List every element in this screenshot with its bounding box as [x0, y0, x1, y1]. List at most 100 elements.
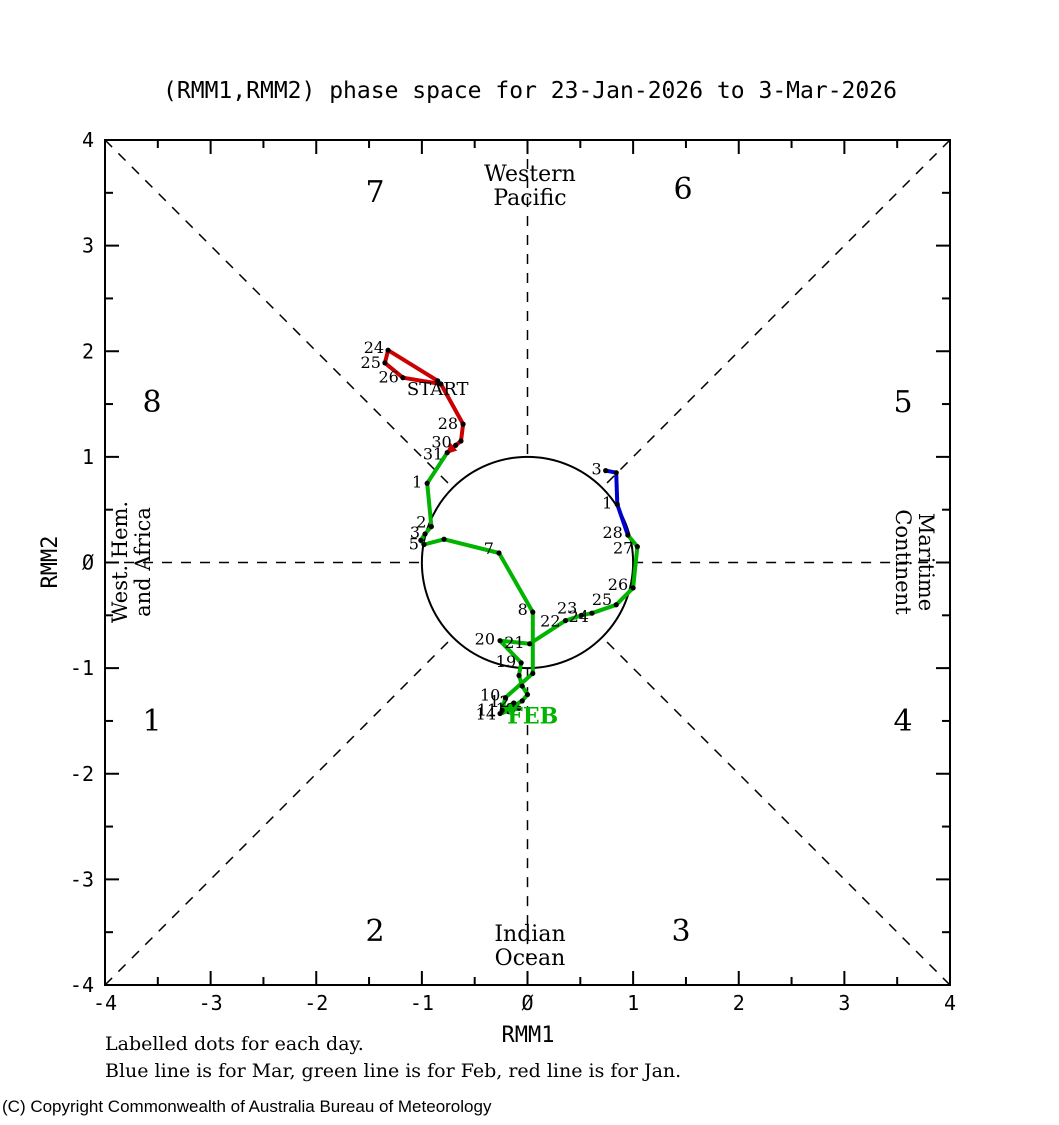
phase-number-2: 2	[365, 914, 384, 949]
phase-number-1: 1	[142, 704, 161, 739]
day-dot	[613, 470, 619, 476]
phase-divider-line	[601, 636, 951, 986]
day-dot	[530, 670, 536, 677]
day-dot	[530, 609, 536, 615]
chart-title: (RMM1,RMM2) phase space for 23-Jan-2026 …	[163, 78, 897, 104]
y-tick-label: 2	[82, 339, 94, 363]
unit-circle	[420, 455, 635, 670]
day-dot	[519, 698, 525, 704]
day-dot	[625, 532, 631, 538]
y-tick-label: 4	[82, 128, 94, 152]
day-dot	[516, 672, 522, 679]
y-tick-label: -1	[70, 656, 94, 680]
day-dot	[444, 450, 450, 456]
day-label: 21	[504, 633, 524, 652]
day-dot	[630, 585, 636, 591]
region-label-western: Western	[484, 162, 576, 187]
x-tick-label: Ø	[521, 991, 533, 1015]
x-tick-label: -2	[304, 991, 328, 1015]
day-dot	[511, 700, 517, 706]
day-dot	[614, 501, 620, 508]
day-label: 20	[475, 630, 495, 649]
day-label: 14	[476, 705, 496, 724]
x-tick-label: 2	[733, 991, 745, 1015]
day-dot	[385, 347, 391, 353]
day-dot	[428, 523, 434, 530]
start-label: START	[407, 379, 469, 400]
x-tick-label: -3	[199, 991, 223, 1015]
day-dot	[422, 531, 428, 537]
day-dot	[613, 602, 619, 608]
day-dot	[634, 544, 640, 550]
day-label: 28	[602, 523, 622, 542]
day-dot	[435, 378, 441, 384]
phase-divider-line	[104, 636, 454, 986]
day-dot	[400, 375, 406, 381]
y-tick-label: -3	[70, 867, 94, 891]
trajectory-mar	[603, 468, 630, 537]
day-label: 7	[484, 539, 494, 558]
day-label: 10	[480, 686, 500, 705]
phase-number-7: 7	[365, 175, 384, 210]
day-dot	[421, 541, 427, 548]
phase-number-4: 4	[893, 704, 912, 739]
day-dot	[519, 683, 525, 689]
y-tick-label: -4	[70, 973, 94, 997]
x-tick-label: 3	[838, 991, 850, 1015]
day-label: 27	[613, 539, 633, 558]
x-tick-label: 4	[944, 991, 956, 1015]
copyright-text: (C) Copyright Commonwealth of Australia …	[2, 1097, 492, 1116]
phase-divider-layer	[104, 139, 951, 986]
day-dot	[497, 638, 503, 644]
day-dot	[424, 480, 430, 486]
y-tick-label: -2	[70, 762, 94, 786]
day-label: 12	[489, 692, 509, 711]
day-dot	[562, 617, 569, 624]
day-dot	[589, 610, 595, 616]
day-label: 8	[518, 600, 528, 619]
region-label-indian: Indian	[494, 922, 565, 947]
day-dot	[441, 536, 447, 542]
day-dot	[518, 660, 524, 666]
day-dot	[603, 468, 609, 474]
day-label: 19	[496, 652, 516, 671]
phase-divider-line	[104, 139, 454, 489]
day-label: 2	[416, 513, 426, 532]
day-dot	[458, 438, 464, 444]
y-axis-label: RMM2	[38, 536, 63, 589]
day-dot	[453, 442, 459, 448]
day-dot	[497, 710, 503, 717]
day-dot	[460, 421, 466, 427]
region-label-pacific: Pacific	[493, 186, 566, 211]
region-label-ocean: Ocean	[495, 946, 566, 971]
y-tick-label: Ø	[82, 551, 94, 575]
y-tick-label: 1	[82, 445, 94, 469]
day-label: 26	[379, 368, 399, 387]
day-dot	[418, 537, 424, 543]
phase-number-8: 8	[142, 385, 161, 420]
phase-divider-line	[601, 139, 951, 489]
day-dot	[438, 381, 444, 387]
day-label: 11	[477, 700, 497, 719]
day-dot	[527, 641, 533, 647]
day-label: 24	[364, 338, 384, 357]
day-label: 25	[592, 590, 612, 609]
x-tick-label: 1	[627, 991, 639, 1015]
x-axis-label: RMM1	[502, 1023, 555, 1048]
day-dot	[502, 695, 508, 701]
day-label: 1	[412, 472, 422, 491]
day-label: 1	[602, 493, 612, 512]
x-tick-label: -4	[93, 991, 117, 1015]
x-tick-label: -1	[410, 991, 434, 1015]
caption-line2: Blue line is for Mar, green line is for …	[105, 1060, 681, 1082]
day-dot	[516, 705, 522, 711]
phase-number-3: 3	[671, 914, 690, 949]
day-label: 28	[438, 414, 458, 433]
day-dot	[382, 360, 388, 366]
day-label: 22	[540, 612, 560, 631]
day-label: 31	[423, 445, 443, 464]
